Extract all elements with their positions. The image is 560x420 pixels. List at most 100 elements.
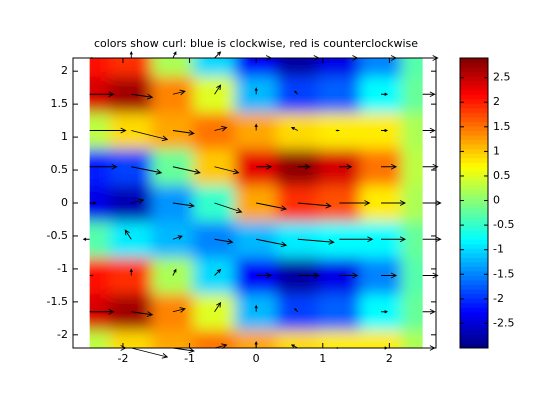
- y-tick-label: 1.5: [51, 97, 69, 110]
- colorbar-step: [460, 112, 488, 118]
- colorbar-tick-label: 1.5: [493, 120, 511, 133]
- quiver-arrow: [422, 236, 442, 243]
- colorbar-step: [460, 94, 488, 100]
- quiver-arrow: [89, 308, 115, 315]
- colorbar-step: [460, 62, 488, 68]
- heat-cell: [89, 184, 111, 222]
- colorbar-step: [460, 252, 488, 258]
- quiver-arrow: [172, 235, 183, 240]
- quiver-arrow: [89, 274, 94, 277]
- quiver-arrow: [172, 307, 186, 313]
- colorbar-step: [460, 89, 488, 95]
- y-tick-label: -1: [57, 262, 68, 275]
- quiver-arrow: [422, 91, 436, 98]
- colorbar-step: [460, 184, 488, 190]
- colorbar-tick-label: -2.5: [493, 316, 514, 329]
- quiver-arrow: [297, 163, 311, 170]
- quiver-arrow: [172, 51, 177, 59]
- colorbar: -2.5 -2 -1.5 -1 -0.5 0 0.5 1 1.5 2 2.5: [459, 57, 514, 349]
- heat-cell: [109, 58, 153, 77]
- colorbar-step: [460, 289, 488, 295]
- quiver-arrow: [339, 272, 359, 279]
- colorbar-tick-label: -0.5: [493, 218, 514, 231]
- colorbar-step: [460, 130, 488, 136]
- chart-title: colors show curl: blue is clockwise, red…: [94, 37, 418, 50]
- colorbar-step: [460, 107, 488, 113]
- heat-cell: [318, 148, 361, 186]
- quiver-arrow: [381, 163, 398, 170]
- colorbar-tick-label: 0: [493, 194, 500, 207]
- quiver-arrow: [131, 311, 154, 317]
- heat-cell: [318, 75, 361, 113]
- colorbar-step: [460, 320, 488, 326]
- quiver-arrow: [214, 125, 228, 132]
- colorbar-step: [460, 198, 488, 204]
- quiver-arrow: [172, 166, 201, 175]
- colorbar-step: [460, 76, 488, 82]
- quiver-arrow: [131, 130, 169, 142]
- quiver-arrow: [131, 198, 145, 204]
- colorbar-step: [460, 284, 488, 290]
- colorbar-step: [460, 98, 488, 104]
- colorbar-step: [460, 144, 488, 150]
- quiver-arrow: [214, 268, 222, 276]
- quiver-arrow: [89, 163, 118, 170]
- colorbar-step: [460, 171, 488, 177]
- heat-cell: [401, 256, 423, 295]
- colorbar-step: [460, 221, 488, 227]
- quiver-arrow: [297, 238, 335, 245]
- colorbar-step: [460, 234, 488, 240]
- colorbar-step: [460, 307, 488, 313]
- colorbar-step: [460, 216, 488, 222]
- quiver-arrow: [214, 51, 222, 59]
- colorbar-step: [460, 207, 488, 213]
- quiver-arrow: [254, 304, 258, 312]
- quiver-arrow: [214, 301, 222, 312]
- quiver-arrow: [172, 89, 186, 96]
- colorbar-tick-label: -1.5: [493, 267, 514, 280]
- colorbar-step: [460, 298, 488, 304]
- colorbar-frame: [459, 57, 489, 349]
- quiver-arrow: [294, 90, 299, 95]
- colorbar-step: [460, 125, 488, 131]
- colorbar-tick-label: 2.5: [493, 71, 511, 84]
- heatmap-area: [89, 58, 423, 348]
- colorbar-step: [460, 311, 488, 317]
- y-tick-label: 0.5: [51, 163, 69, 176]
- colorbar-step: [460, 302, 488, 308]
- colorbar-step: [460, 225, 488, 231]
- quiver-arrow: [172, 202, 195, 209]
- y-tick-label: -1.5: [47, 295, 68, 308]
- colorbar-tick-label: -1: [493, 243, 504, 256]
- colorbar-step: [460, 193, 488, 199]
- quiver-arrow: [339, 163, 353, 170]
- quiver-arrow: [381, 236, 407, 243]
- colorbar-step: [460, 166, 488, 172]
- colorbar-step: [460, 121, 488, 127]
- quiver-arrow: [256, 238, 288, 248]
- heat-cell: [401, 184, 423, 222]
- colorbar-step: [460, 157, 488, 163]
- colorbar-step: [460, 80, 488, 86]
- quiver-arrow: [294, 308, 299, 313]
- colorbar-step: [460, 116, 488, 122]
- x-tick-label: 2: [386, 352, 393, 365]
- colorbar-step: [460, 58, 488, 64]
- heat-cell: [89, 220, 111, 258]
- heat-cell: [401, 293, 423, 331]
- quiver-arrow: [89, 91, 115, 98]
- quiver-arrow: [256, 202, 288, 211]
- y-tick-label: -0.5: [47, 229, 68, 242]
- quiver-arrow: [129, 50, 133, 58]
- colorbar-step: [460, 266, 488, 272]
- quiver-arrow: [381, 200, 407, 206]
- heat-cell: [234, 58, 278, 77]
- y-tick-label: 1: [61, 130, 68, 143]
- heat-cell: [193, 58, 236, 77]
- quiver-arrow: [254, 87, 258, 95]
- colorbar-step: [460, 334, 488, 340]
- quiver-arrow: [381, 272, 398, 279]
- colorbar-step: [460, 343, 488, 349]
- heat-cell: [109, 329, 153, 348]
- colorbar-tick-label: 0.5: [493, 169, 511, 182]
